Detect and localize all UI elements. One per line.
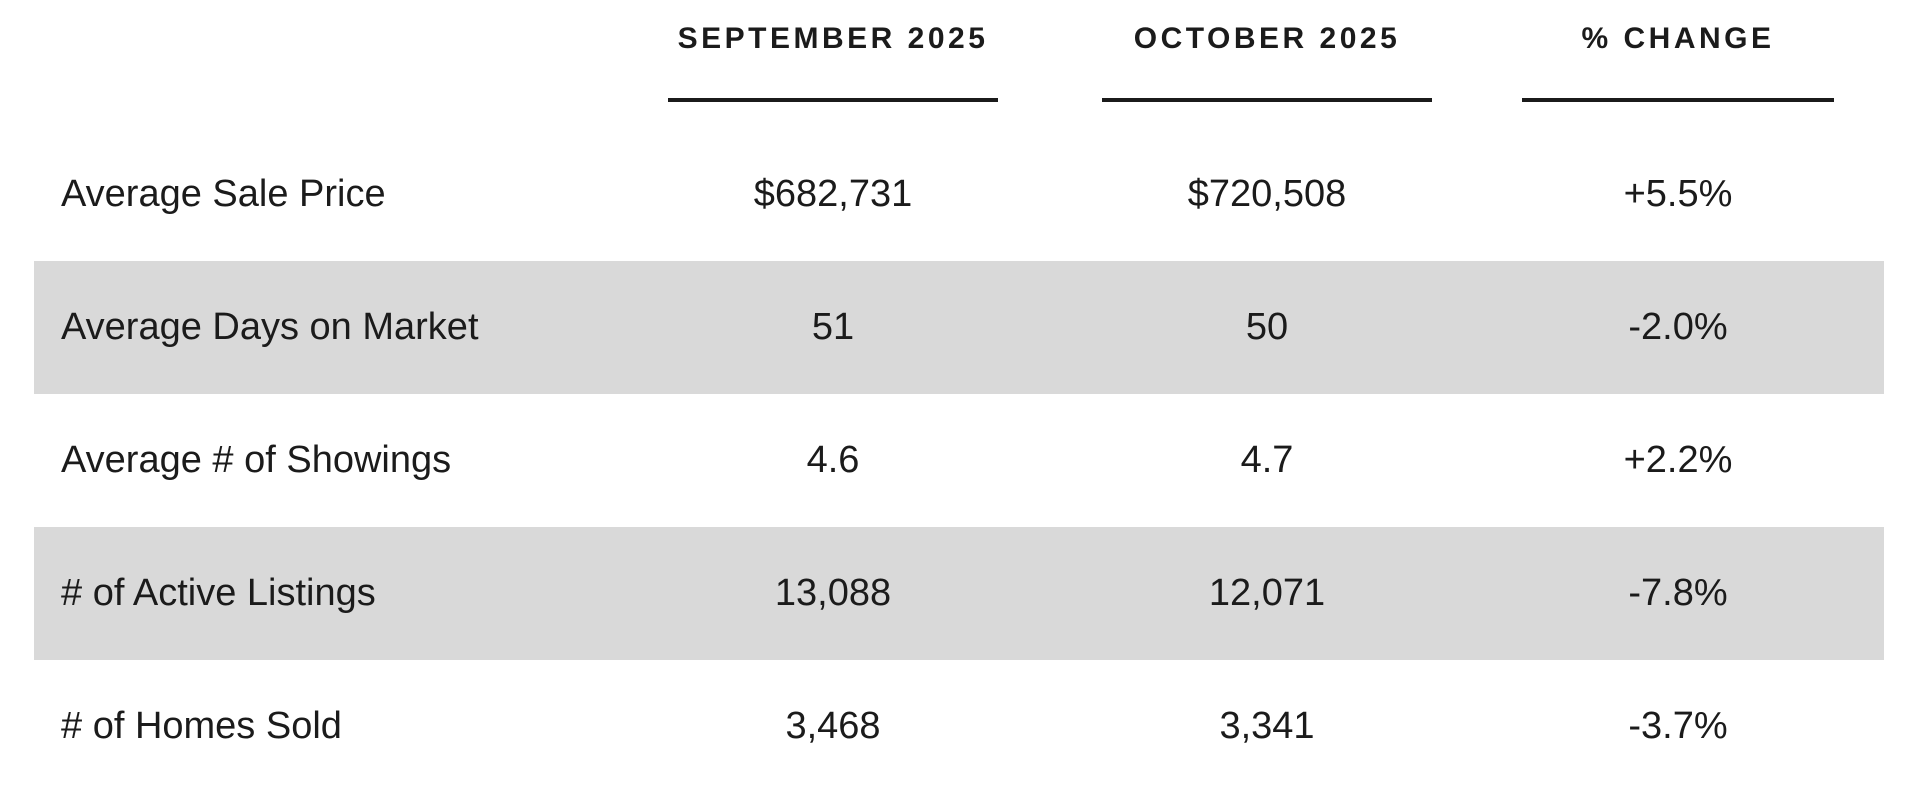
cell-october: 3,341 <box>1219 705 1315 747</box>
cell-september: 4.6 <box>806 439 860 481</box>
cell-percent-change: +2.2% <box>1623 439 1733 481</box>
table-row: # of Active Listings 13,088 12,071 -7.8% <box>34 527 1884 660</box>
header-metric-spacer <box>34 0 604 22</box>
cell-september: $682,731 <box>753 173 913 215</box>
cell-percent-change: -3.7% <box>1628 705 1728 747</box>
cell-october: 4.7 <box>1240 439 1294 481</box>
row-label: # of Active Listings <box>61 572 376 614</box>
column-header-label: SEPTEMBER 2025 <box>677 22 989 55</box>
table-row: Average Days on Market 51 50 -2.0% <box>34 261 1884 394</box>
column-header-label: % CHANGE <box>1581 22 1775 55</box>
cell-september: 13,088 <box>774 572 892 614</box>
table-row: Average Sale Price $682,731 $720,508 +5.… <box>34 128 1884 261</box>
cell-october: 50 <box>1245 306 1289 348</box>
table-header-row: SEPTEMBER 2025 OCTOBER 2025 % CHANGE <box>34 0 1884 128</box>
header-underline <box>668 98 998 102</box>
column-header-october: OCTOBER 2025 <box>1062 0 1472 102</box>
row-label: Average Sale Price <box>61 173 386 215</box>
row-label: Average # of Showings <box>61 439 452 481</box>
column-header-september: SEPTEMBER 2025 <box>604 0 1062 102</box>
cell-percent-change: -2.0% <box>1628 306 1728 348</box>
column-header-label: OCTOBER 2025 <box>1133 22 1401 55</box>
cell-percent-change: -7.8% <box>1628 572 1728 614</box>
cell-percent-change: +5.5% <box>1623 173 1733 215</box>
cell-september: 3,468 <box>785 705 881 747</box>
header-underline <box>1102 98 1432 102</box>
header-underline <box>1522 98 1834 102</box>
table-row: # of Homes Sold 3,468 3,341 -3.7% <box>34 660 1884 793</box>
row-label: Average Days on Market <box>61 306 479 348</box>
column-header-change: % CHANGE <box>1472 0 1884 102</box>
table-row: Average # of Showings 4.6 4.7 +2.2% <box>34 394 1884 527</box>
cell-september: 51 <box>811 306 855 348</box>
row-label: # of Homes Sold <box>61 705 342 747</box>
cell-october: $720,508 <box>1187 173 1347 215</box>
cell-october: 12,071 <box>1208 572 1326 614</box>
